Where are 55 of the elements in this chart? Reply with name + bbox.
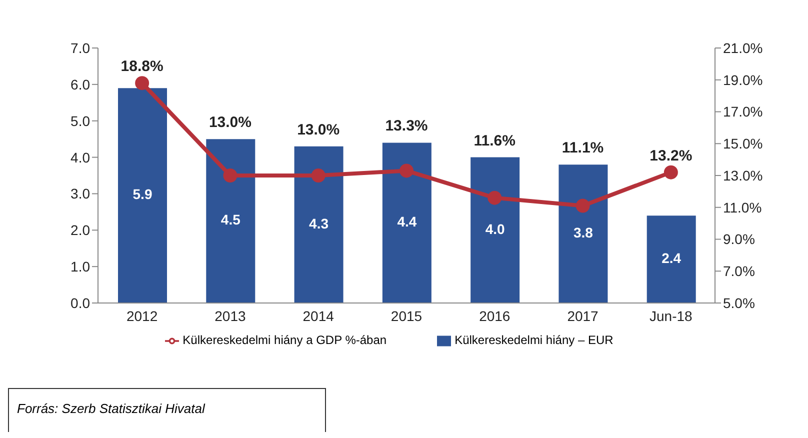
y2-tick-label: 7.0% [723, 263, 755, 280]
data-label: 4.4 [397, 214, 417, 230]
point [135, 76, 150, 90]
y2-tick-label: 13.0% [723, 167, 763, 184]
y-tick-label: 2.0 [70, 222, 90, 238]
x-tick-label: 2016 [479, 308, 510, 324]
x-tick-label: 2014 [302, 308, 334, 324]
x-tick-label: 2017 [567, 308, 599, 324]
bar [294, 146, 344, 303]
data-label: 13.3% [385, 118, 428, 135]
x-tick-label: Jun-18 [650, 308, 693, 324]
y2-tick-label: 15.0% [723, 136, 763, 152]
y2-tick-label: 9.0% [723, 231, 755, 248]
legend-label: Külkereskedelmi hiány a GDP %-ában [182, 333, 387, 347]
y-tick-label: 4.0 [70, 149, 90, 166]
bar [646, 216, 696, 303]
data-label: 13.2% [650, 147, 692, 164]
data-label: 4.3 [309, 215, 329, 232]
data-label: 13.0% [297, 121, 340, 138]
y2-tick-label: 17.0% [723, 104, 763, 120]
data-label: 11.6% [474, 132, 516, 150]
x-tick-label: 2012 [126, 308, 158, 324]
y2-tick-label: 21.0% [723, 40, 763, 56]
y-tick-label: 7.0 [70, 40, 90, 56]
data-label: 4.0 [485, 220, 506, 237]
bar [382, 142, 432, 303]
bar [558, 164, 608, 303]
point [400, 164, 414, 178]
y-tick-label: 5.0 [70, 112, 90, 129]
x-tick-label: 2015 [390, 308, 422, 324]
bar [206, 139, 256, 303]
point [664, 165, 678, 180]
point [311, 168, 326, 182]
legend-label: Külkereskedelmi hiány – EUR [454, 333, 614, 347]
data-label: 5.9 [132, 186, 152, 202]
y-tick-label: 0.0 [70, 294, 90, 311]
y2-tick-label: 11.0% [723, 199, 762, 216]
data-label: 2.4 [662, 250, 682, 266]
point [488, 190, 502, 205]
x-tick-label: 2013 [214, 308, 246, 324]
data-label: 18.8% [120, 58, 164, 76]
bar [470, 157, 520, 303]
data-label: 13.0% [208, 114, 252, 132]
y-tick-label: 3.0 [70, 186, 90, 202]
data-label: 4.5 [220, 212, 241, 228]
point [223, 168, 238, 182]
bar [118, 88, 167, 303]
text: Forrás: Szerb Statisztikai Hivatal [8, 388, 326, 432]
y-tick-label: 1.0 [70, 258, 90, 275]
y2-tick-label: 5.0% [723, 294, 755, 311]
data-label: 3.8 [573, 224, 594, 240]
point [576, 198, 590, 213]
y-tick-label: 6.0 [70, 76, 90, 92]
data-label: 11.1% [562, 140, 604, 157]
y2-tick-label: 19.0% [723, 72, 763, 88]
